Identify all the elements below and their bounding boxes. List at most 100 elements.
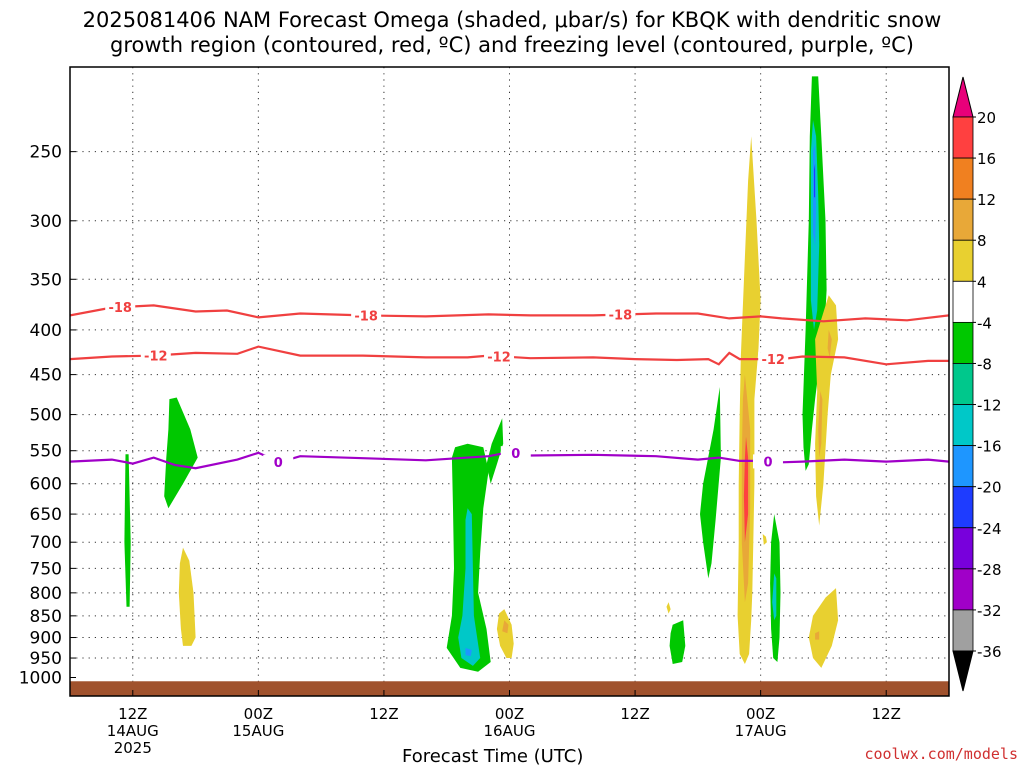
colorbar-label: -4 [977, 314, 992, 332]
colorbar-label: -28 [977, 561, 1002, 579]
omega-region [666, 602, 671, 614]
y-axis: 2503003504004505005506006507007508008509… [19, 143, 76, 688]
omega-region [815, 295, 839, 526]
y-tick-label: 1000 [19, 668, 62, 688]
colorbar-bottom-arrow [952, 650, 974, 692]
x-date-label: 16AUG [484, 722, 536, 740]
contour-label-bg [500, 446, 531, 461]
omega-region [700, 387, 721, 579]
ground-surface [70, 681, 949, 696]
omega-region [496, 609, 514, 658]
chart-title: 2025081406 NAM Forecast Omega (shaded, μ… [82, 8, 942, 32]
colorbar: 20 16 12 8 4 -4 -8 -12 -16 -20 -24 -28 -32 -36 [952, 76, 1002, 692]
omega-region [743, 436, 749, 543]
colorbar-swatch [952, 116, 974, 159]
contour-label: -18 [108, 301, 132, 316]
colorbar-label: -8 [977, 355, 992, 373]
x-tick-label: 12Z [369, 705, 398, 723]
x-tick-label: 00Z [495, 705, 524, 723]
plot-area [70, 67, 949, 696]
colorbar-swatch [952, 321, 974, 364]
colorbar-swatch [952, 157, 974, 200]
colorbar-swatch [952, 280, 974, 323]
omega-region [818, 391, 823, 458]
contour-line [70, 304, 949, 323]
contour-label: -12 [144, 349, 168, 364]
y-tick-label: 600 [30, 475, 62, 495]
omega-region [772, 573, 777, 621]
colorbar-label: -16 [977, 438, 1002, 456]
omega-region [762, 534, 767, 545]
omega-region [814, 163, 816, 198]
y-tick-label: 700 [30, 533, 62, 553]
contour-label-bg [140, 348, 171, 363]
x-date-label: 15AUG [232, 722, 284, 740]
omega-region [486, 418, 504, 484]
omega-region [815, 631, 820, 640]
contour-label-bg [605, 307, 636, 322]
y-tick-label: 850 [30, 607, 62, 627]
colorbar-label: 8 [977, 232, 987, 250]
colorbar-swatch [952, 363, 974, 405]
omega-region [178, 547, 196, 646]
omega-shading [70, 76, 949, 696]
y-tick-label: 350 [30, 270, 62, 290]
x-tick-label: 00Z [244, 705, 273, 723]
contour-label: -12 [761, 353, 785, 368]
omega-region [164, 397, 198, 509]
colorbar-label: 12 [977, 191, 996, 209]
y-tick-label: 550 [30, 442, 62, 462]
y-tick-label: 250 [30, 143, 62, 163]
colorbar-swatch [952, 527, 974, 570]
x-date-label: 2025 [114, 739, 152, 757]
contour-label: 0 [274, 456, 283, 471]
contour-label: -18 [354, 309, 378, 324]
colorbar-swatch [952, 609, 974, 652]
contour-label-bg [752, 454, 783, 469]
contour-label-bg [263, 454, 294, 469]
x-tick-label: 12Z [872, 705, 901, 723]
y-tick-label: 500 [30, 406, 62, 426]
omega-region [808, 588, 839, 668]
colorbar-label: -20 [977, 479, 1002, 497]
y-tick-label: 800 [30, 584, 62, 604]
y-tick-label: 750 [30, 559, 62, 579]
temperature-contours: -18 -18 -18 -12 -12 -12 0 0 0 [70, 300, 949, 471]
x-tick-label: 00Z [746, 705, 775, 723]
y-tick-label: 900 [30, 629, 62, 649]
x-date-label: 17AUG [735, 722, 787, 740]
colorbar-swatch [952, 445, 974, 488]
colorbar-label: 16 [977, 150, 996, 168]
colorbar-swatch [952, 568, 974, 611]
contour-line [70, 345, 949, 366]
colorbar-label: 20 [977, 109, 996, 127]
contour-label-bg [484, 349, 515, 364]
contour-label-bg [351, 308, 382, 323]
contour-label-bg [105, 300, 136, 315]
chart-title-line2: growth region (contoured, red, ºC) and f… [110, 33, 914, 57]
colorbar-swatch [952, 239, 974, 282]
y-tick-label: 450 [30, 366, 62, 386]
x-date-label: 14AUG [107, 722, 159, 740]
omega-region [502, 620, 509, 634]
credit-text: coolwx.com/models [864, 745, 1018, 763]
y-tick-label: 950 [30, 649, 62, 669]
x-tick-label: 12Z [118, 705, 147, 723]
contour-label: -18 [609, 309, 633, 324]
omega-region [669, 620, 686, 664]
colorbar-label: -36 [977, 643, 1002, 661]
y-tick-label: 650 [30, 505, 62, 525]
colorbar-label: -12 [977, 397, 1002, 415]
colorbar-label: -32 [977, 602, 1002, 620]
y-tick-label: 300 [30, 212, 62, 232]
contour-label-bg [758, 352, 789, 367]
contour-label: -12 [487, 350, 511, 365]
x-tick-label: 12Z [620, 705, 649, 723]
omega-region [458, 508, 481, 666]
colorbar-label: 4 [977, 273, 987, 291]
omega-region [465, 647, 472, 656]
y-tick-label: 400 [30, 321, 62, 341]
colorbar-swatch [952, 486, 974, 529]
